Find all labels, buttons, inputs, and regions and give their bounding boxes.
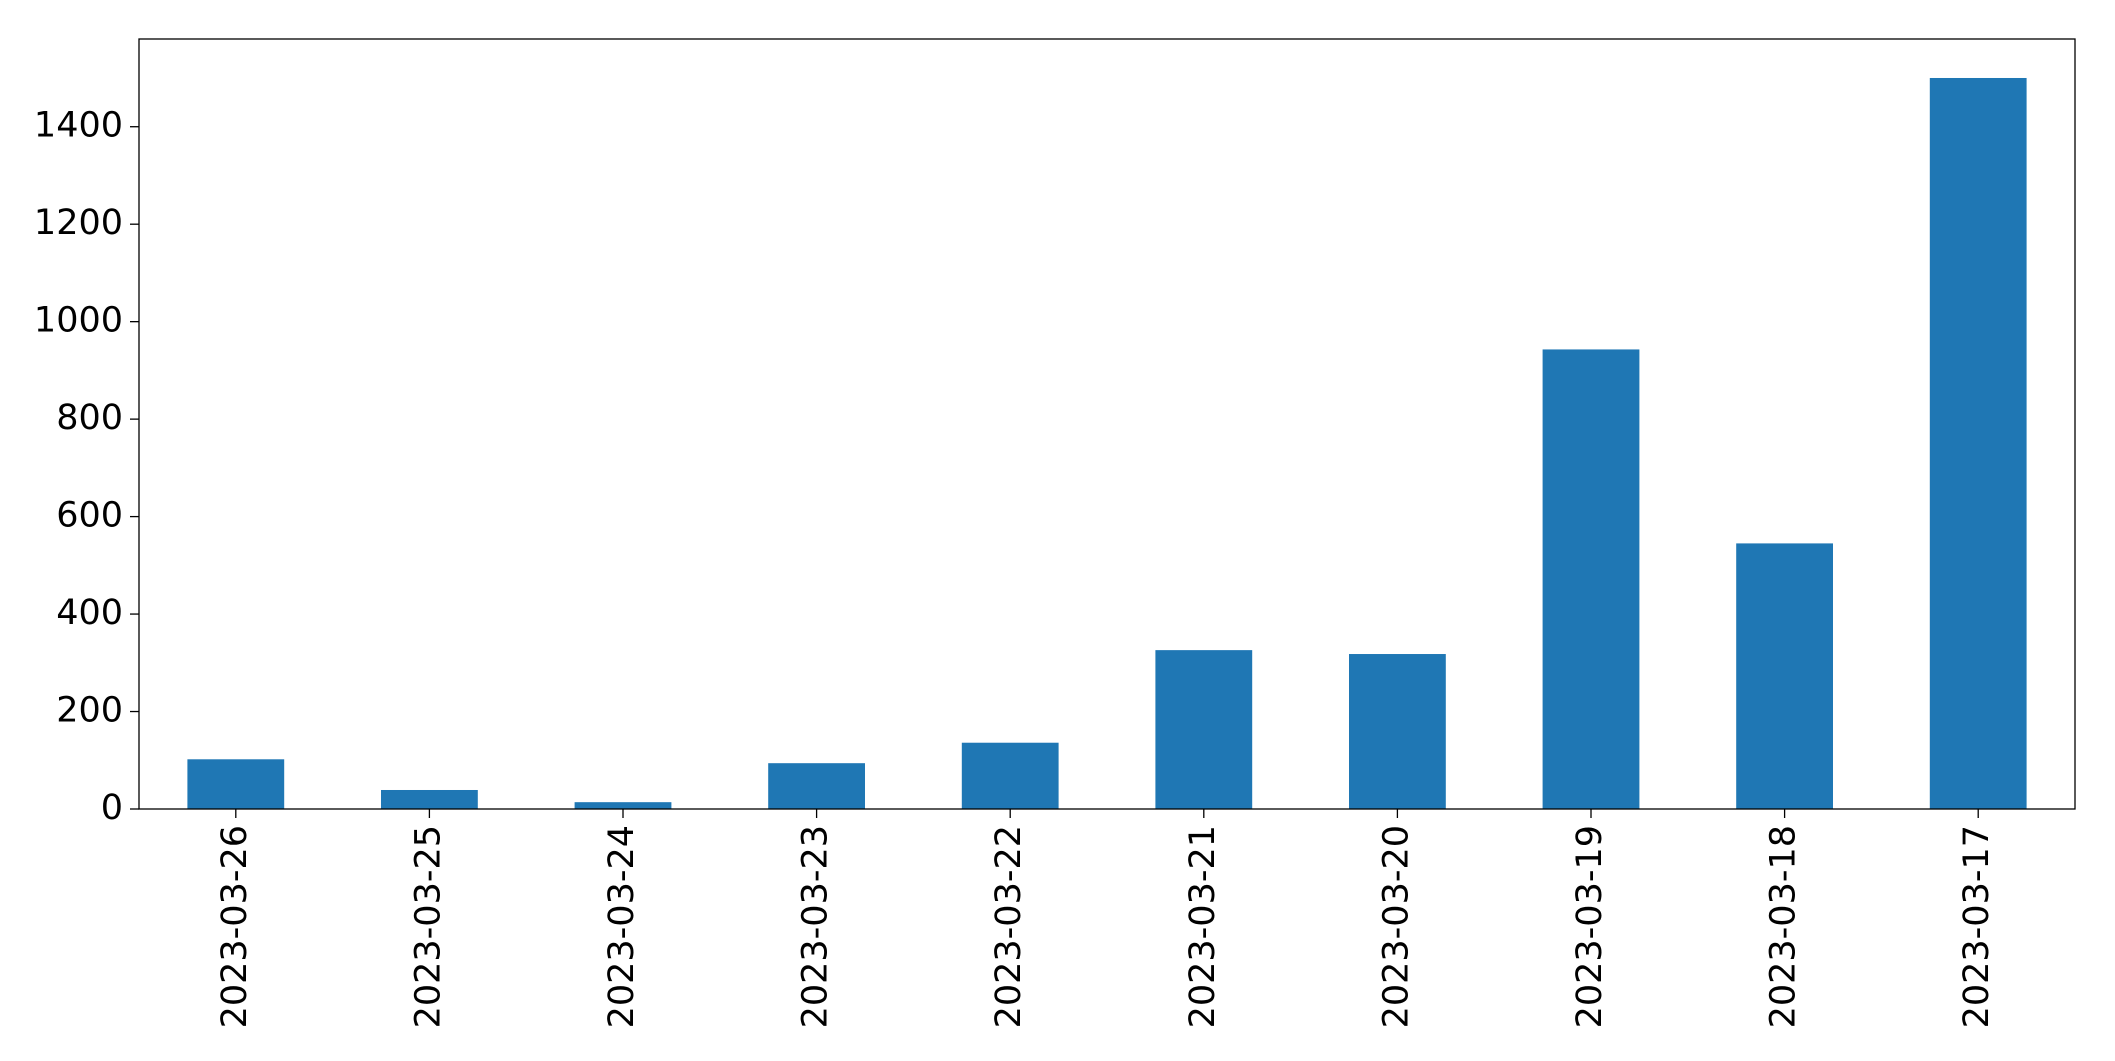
- y-tick-label: 600: [56, 496, 123, 536]
- plot-frame: [138, 38, 2076, 810]
- bar: [187, 759, 285, 809]
- bar: [1349, 654, 1446, 809]
- x-tick-label: 2023-03-22: [989, 825, 1029, 1028]
- y-tick-label: 1200: [34, 203, 123, 243]
- x-tick-label: 2023-03-24: [602, 825, 642, 1028]
- x-tick-label: 2023-03-17: [1957, 825, 1997, 1028]
- x-tick-label: 2023-03-23: [796, 825, 836, 1028]
- y-tick-label: 800: [56, 398, 123, 438]
- y-tick-label: 1400: [34, 106, 123, 146]
- y-tick-label: 1000: [34, 301, 123, 341]
- x-tick-label: 2023-03-19: [1570, 825, 1610, 1028]
- bar: [574, 802, 672, 809]
- y-tick-label: 0: [101, 788, 123, 828]
- bar: [1155, 650, 1253, 809]
- bar: [1542, 349, 1640, 809]
- x-tick-label: 2023-03-18: [1764, 825, 1804, 1028]
- bar: [381, 789, 478, 809]
- x-tick-label: 2023-03-26: [215, 825, 255, 1028]
- x-tick-label: 2023-03-25: [408, 825, 448, 1028]
- bar: [961, 742, 1059, 809]
- bar: [768, 763, 865, 809]
- bar: [1929, 77, 2027, 809]
- y-tick-label: 400: [56, 593, 123, 633]
- bar: [1736, 543, 1833, 809]
- y-tick-label: 200: [56, 691, 123, 731]
- x-tick-label: 2023-03-20: [1376, 825, 1416, 1028]
- x-tick-label: 2023-03-21: [1183, 825, 1223, 1028]
